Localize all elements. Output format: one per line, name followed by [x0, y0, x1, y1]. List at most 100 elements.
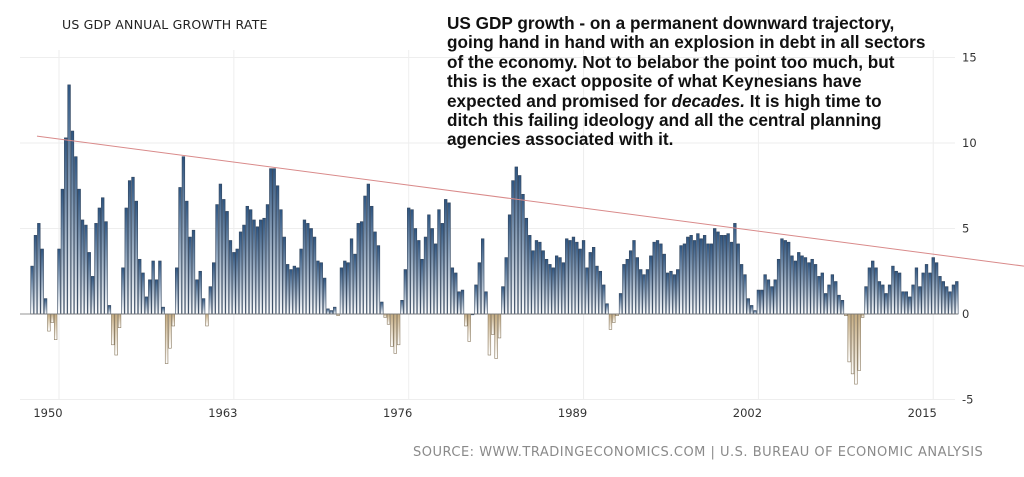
bar-negative: [205, 313, 209, 327]
bar-negative: [50, 313, 54, 323]
bar-positive: [275, 185, 280, 315]
bar-positive: [242, 224, 246, 315]
bar-positive: [837, 294, 841, 315]
bar-positive: [891, 265, 895, 315]
bar-positive: [148, 279, 152, 315]
bar-positive: [797, 252, 801, 315]
bar-positive: [938, 276, 942, 315]
bar-positive: [285, 264, 290, 315]
bar-positive: [30, 265, 34, 315]
bar-positive: [333, 306, 337, 315]
bar-positive: [948, 291, 952, 315]
bar-positive: [289, 269, 293, 315]
bar-positive: [138, 258, 142, 315]
bar-positive: [807, 262, 811, 315]
bar-positive: [945, 286, 949, 315]
bar-positive: [349, 238, 354, 315]
bar-positive: [158, 260, 162, 315]
bar-positive: [306, 223, 310, 315]
bar-positive: [544, 258, 549, 315]
bar-positive: [154, 279, 159, 315]
bar-positive: [272, 168, 276, 315]
bar-positive: [625, 258, 629, 315]
bar-positive: [481, 238, 485, 315]
bar-positive: [528, 235, 532, 315]
bar-positive: [420, 258, 424, 315]
bar-positive: [225, 211, 229, 315]
y-tick-label: 10: [962, 136, 977, 150]
bar-positive: [760, 289, 764, 315]
annotation-text: US GDP growth - on a permanent downward …: [447, 13, 926, 150]
bar-positive: [484, 291, 488, 315]
bar-positive: [322, 277, 327, 315]
bar-positive: [776, 258, 781, 315]
bar-positive: [790, 255, 794, 315]
bar-positive: [57, 248, 61, 315]
bar-positive: [40, 248, 44, 315]
bar-positive: [427, 214, 431, 315]
x-tick-label: 1963: [208, 406, 237, 420]
bar-positive: [101, 197, 105, 315]
bar-positive: [80, 219, 85, 315]
bar-positive: [676, 269, 680, 315]
bar-positive: [524, 217, 529, 315]
bar-positive: [97, 207, 102, 315]
bar-positive: [457, 291, 461, 315]
x-tick-label: 1976: [383, 406, 412, 420]
bar-positive: [706, 243, 710, 315]
bar-positive: [380, 301, 384, 315]
bar-positive: [578, 248, 582, 315]
bar-positive: [955, 281, 959, 315]
y-tick-label: 5: [962, 222, 969, 236]
bar-positive: [605, 303, 609, 315]
bar-positive: [249, 209, 253, 315]
bar-positive: [430, 228, 434, 315]
bar-positive: [151, 260, 155, 315]
bar-positive: [887, 284, 892, 315]
bar-positive: [894, 270, 898, 315]
bar-positive: [568, 240, 572, 315]
bar-positive: [750, 305, 754, 315]
bar-positive: [400, 300, 404, 315]
bar-negative: [491, 313, 495, 335]
bar-positive: [302, 219, 307, 315]
bar-positive: [440, 223, 444, 315]
bar-positive: [911, 284, 915, 315]
annotation-line: going hand in hand with an explosion in …: [447, 32, 926, 53]
bar-positive: [366, 183, 371, 315]
bar-positive: [161, 306, 165, 315]
bar-positive: [914, 267, 919, 315]
bar-positive: [326, 308, 330, 315]
bar-positive: [141, 272, 145, 315]
bar-positive: [175, 267, 179, 315]
bar-positive: [33, 235, 38, 315]
bar-positive: [763, 274, 767, 315]
bar-positive: [538, 241, 542, 315]
bar-positive: [37, 223, 41, 315]
x-tick-label: 1989: [558, 406, 587, 420]
source-credit: SOURCE: WWW.TRADINGECONOMICS.COM | U.S. …: [413, 445, 984, 460]
bar-positive: [787, 241, 791, 315]
bar-positive: [312, 236, 317, 315]
bar-positive: [602, 284, 606, 315]
bar-positive: [884, 293, 888, 315]
bar-positive: [823, 293, 828, 315]
bar-positive: [719, 235, 724, 315]
bar-positive: [501, 286, 505, 315]
bar-positive: [423, 236, 428, 315]
bar-positive: [652, 241, 656, 315]
bar-positive: [413, 228, 418, 315]
bar-positive: [363, 195, 367, 315]
bar-positive: [447, 202, 451, 315]
bar-positive: [928, 272, 932, 315]
bar-positive: [632, 240, 636, 315]
bar-positive: [218, 183, 223, 315]
bar-positive: [195, 279, 199, 315]
bar-positive: [830, 274, 835, 315]
bar-positive: [265, 204, 270, 315]
bar-positive: [780, 238, 784, 315]
bar-positive: [319, 262, 323, 315]
bar-positive: [628, 250, 633, 315]
bar-positive: [723, 235, 727, 315]
